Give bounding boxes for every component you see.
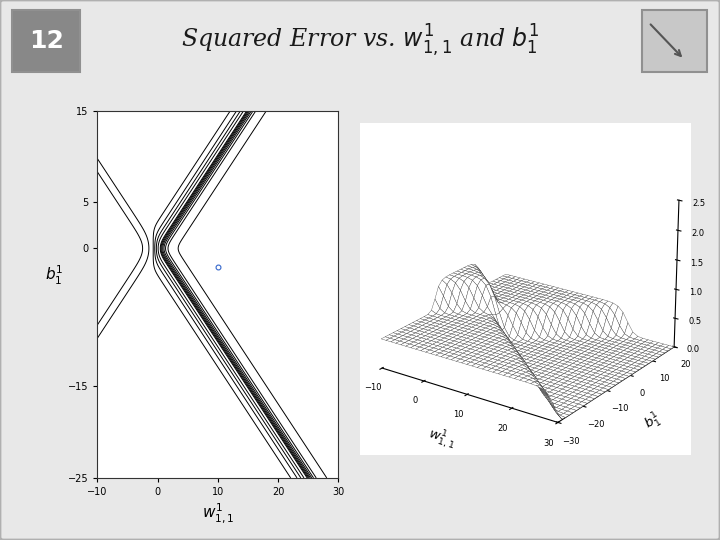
Text: Squared Error vs. $w^1_{1,1}$ and $b^1_1$: Squared Error vs. $w^1_{1,1}$ and $b^1_1… <box>181 23 539 59</box>
Text: 12: 12 <box>29 29 64 53</box>
FancyBboxPatch shape <box>642 10 707 72</box>
X-axis label: $w^1_{1,1}$: $w^1_{1,1}$ <box>202 501 234 525</box>
Y-axis label: $b^1_1$: $b^1_1$ <box>45 264 63 287</box>
FancyBboxPatch shape <box>12 10 80 72</box>
Y-axis label: $b^1_1$: $b^1_1$ <box>642 409 666 435</box>
X-axis label: $w^1_{1,1}$: $w^1_{1,1}$ <box>425 424 459 453</box>
